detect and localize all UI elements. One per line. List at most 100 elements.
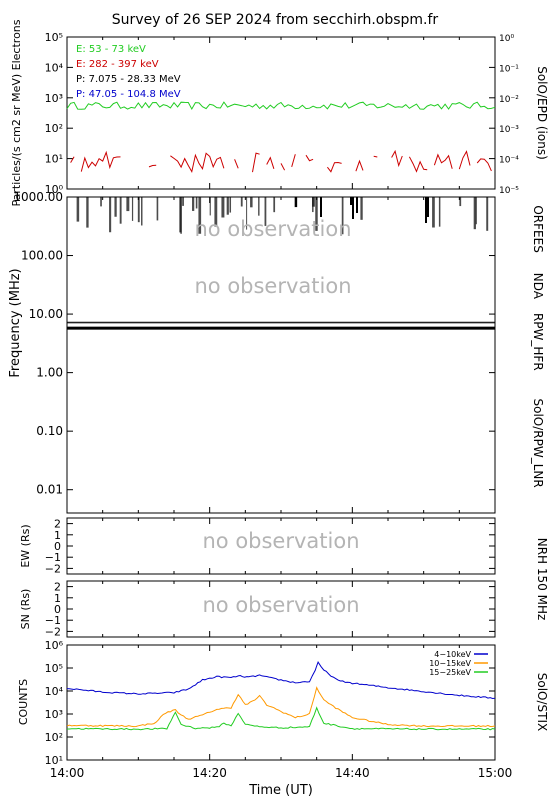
stix-y-tick-label: 10¹ (45, 754, 63, 767)
rpw-band-label: SolO/RPW_LNR (531, 398, 545, 487)
lnr-burst (209, 197, 211, 216)
ew-no-observation: no observation (202, 529, 359, 553)
figure-title: Survey of 26 SEP 2024 from secchirh.obsp… (112, 12, 439, 28)
stix-y-tick-label: 10⁴ (45, 685, 64, 698)
sn-no-observation: no observation (202, 593, 359, 617)
lnr-burst (264, 197, 267, 226)
stix-y-tick-label: 10⁵ (45, 662, 63, 675)
stix-panel: 10¹ 10² 10³ 10⁴ 10⁵ 10⁶ 4−10keV10−15keV15−25k… (17, 639, 549, 767)
rpw-band-label: ORFEES (531, 205, 545, 252)
lnr-burst (131, 197, 134, 221)
stix-series-line (67, 706, 496, 731)
nrh-y-tick-label: 0 (54, 540, 61, 553)
epd-y-tick-label: 10⁰ (45, 183, 64, 196)
rpw-band-label: RPW_HFR (531, 313, 545, 371)
epd-series (66, 101, 496, 173)
lnr-burst (240, 197, 243, 207)
lnr-burst (195, 197, 198, 209)
epd-series-line (433, 153, 453, 169)
lnr-burst (226, 197, 229, 215)
x-tick-label: 14:20 (192, 766, 227, 780)
epd-y2-tick-label: 10⁻¹ (499, 64, 519, 74)
rpw-y-ticks: 0.01 0.10 1.00 10.00 100.00 1000.00 (13, 190, 495, 497)
nrh-y-tick-label: 0 (54, 603, 61, 616)
rpw-y-tick-label: 10.00 (29, 307, 63, 321)
lnr-burst (192, 197, 195, 211)
rpw-y-tick-label: 0.10 (36, 424, 63, 438)
lnr-burst (273, 197, 276, 213)
nrh-y-tick-label: 1 (54, 592, 61, 605)
lnr-burst (459, 197, 462, 207)
epd-y2-tick-label: 10⁻⁴ (499, 156, 519, 166)
stix-legend-label: 15−25keV (429, 668, 471, 677)
lnr-burst (246, 197, 248, 230)
nrh-y-tick-label: −2 (45, 625, 61, 638)
lnr-burst (214, 197, 218, 227)
rpw-no-observation-text: no observation (194, 274, 351, 298)
nrh-ew-panel: 210−1−2 no observation EW (Rs) (19, 517, 496, 575)
sn-y-ticks: 210−1−2 (45, 581, 495, 638)
rpw-band-label: NDA (531, 273, 545, 300)
epd-y-tick-label: 10³ (45, 92, 63, 105)
lnr-burst (198, 197, 202, 234)
lnr-burst (137, 197, 140, 223)
rpw-y-tick-label: 0.01 (36, 483, 63, 497)
lnr-burst (109, 197, 112, 233)
lnr-burst (432, 197, 435, 228)
lnr-burst (486, 197, 489, 231)
lnr-burst (425, 197, 427, 223)
stix-series-line (66, 660, 496, 700)
epd-series-line (305, 154, 314, 162)
epd-series-line (252, 152, 260, 173)
lnr-burst (114, 197, 117, 217)
epd-series-line (234, 159, 239, 169)
lnr-burst (119, 197, 122, 224)
x-tick-label: 14:40 (335, 766, 370, 780)
x-tick-label: 15:00 (478, 766, 513, 780)
ew-y-ticks: 210−1−2 (45, 518, 495, 575)
epd-legend-entry: E: 282 - 397 keV (76, 59, 159, 70)
hfr-stripe (67, 326, 495, 330)
epd-y-ticks: 10⁰ 10¹ 10² 10³ 10⁴ 10⁵ (45, 31, 73, 196)
epd-series-line (148, 164, 157, 168)
epd-y2-tick-label: 10⁻² (499, 95, 519, 105)
rpw-frame (66, 196, 496, 514)
stix-y-ticks: 10¹ 10² 10³ 10⁴ 10⁵ 10⁶ (45, 639, 495, 767)
epd-y2-tick-label: 10⁰ (499, 34, 514, 44)
epd-series-line (458, 150, 471, 170)
stix-y-tick-label: 10⁶ (45, 639, 64, 652)
nrh-y-tick-label: −1 (45, 614, 61, 627)
nrh-y-tick-label: 2 (54, 518, 61, 531)
lnr-burst (356, 197, 358, 213)
epd-series-line (66, 101, 496, 111)
rpw-y-tick-label: 100.00 (21, 249, 63, 263)
lnr-burst (141, 197, 143, 226)
stix-ylabel: COUNTS (17, 679, 30, 725)
stix-legend-label: 10−15keV (429, 659, 471, 668)
epd-y-tick-label: 10⁴ (45, 61, 64, 74)
stix-series-line (66, 686, 496, 728)
epd-right-label: SolO/EPD (ions) (535, 66, 549, 160)
nrh-right-label: NRH 150 MHz (535, 538, 549, 621)
hfr-stripe (67, 321, 495, 324)
x-axis-ticks: 14:00 14:20 14:40 15:00 (50, 37, 513, 780)
lnr-burst (315, 197, 318, 231)
rpw-ylabel: Frequency (MHz) (8, 268, 23, 377)
x-tick-label: 14:00 (50, 766, 85, 780)
epd-series-line (280, 163, 286, 171)
lnr-burst (360, 197, 363, 220)
lnr-burst (76, 197, 80, 222)
lnr-burst (475, 197, 477, 225)
lnr-burst (250, 197, 253, 208)
epd-series-line (391, 149, 403, 168)
lnr-burst (126, 197, 130, 212)
epd-series-line (170, 152, 225, 173)
epd-series-line (291, 154, 296, 168)
nrh-y-tick-label: −2 (45, 562, 61, 575)
lnr-burst (182, 197, 184, 206)
rpw-no-observation: no observation no observation (194, 217, 351, 298)
epd-y-tick-label: 10¹ (45, 153, 63, 166)
lnr-burst (179, 197, 182, 233)
